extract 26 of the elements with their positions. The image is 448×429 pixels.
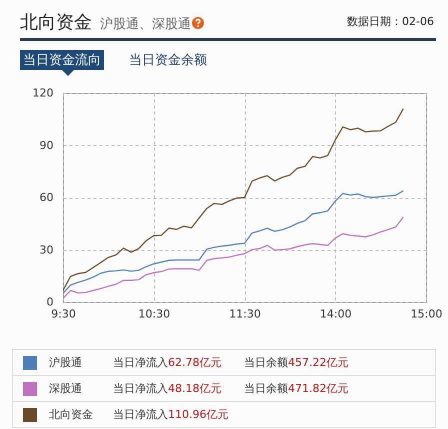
x-tick-label: 9:30	[51, 308, 76, 320]
x-tick-label: 11:30	[229, 308, 261, 320]
text: 当日净流入62.78亿元	[113, 356, 222, 369]
text: 数据日期：02-06	[347, 14, 434, 29]
text: 当日余额471.82亿元	[244, 382, 348, 395]
legend-label: 北向资金	[49, 407, 94, 423]
x-tick-label: 10:30	[138, 308, 170, 320]
legend-label: 深股通	[49, 381, 83, 397]
x-tick-label: 15:00	[410, 308, 442, 320]
line-series	[63, 216, 404, 300]
chart-title: 北向资金	[20, 12, 92, 33]
line-series	[63, 190, 404, 294]
y-tick-label: 30	[40, 243, 54, 256]
line-series	[63, 108, 404, 291]
y-tick-label: 90	[40, 138, 54, 152]
text: 当日余额457.22亿元	[244, 356, 348, 369]
chart-subtitle: 沪股通、深股通	[100, 17, 191, 32]
text: 当日净流入48.18亿元	[113, 382, 222, 395]
text: 当日净流入110.96亿元	[113, 408, 228, 421]
legend-label: 沪股通	[49, 355, 83, 371]
y-tick-label: 0	[46, 296, 54, 308]
y-tick-label: 60	[40, 191, 54, 204]
y-tick-label: 120	[32, 86, 54, 100]
x-tick-label: 14:00	[320, 308, 352, 320]
text: 当日资金流向	[20, 50, 104, 70]
text: 当日资金余额	[128, 52, 208, 70]
